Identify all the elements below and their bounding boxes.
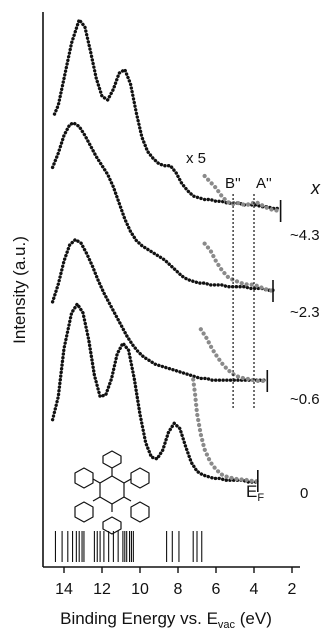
spectrum-curve [50, 302, 260, 484]
peak-label-b: B'' [225, 175, 241, 192]
x-axis-label: Binding Energy vs. Evac (eV) [60, 609, 272, 631]
fermi-label: EF [246, 482, 264, 504]
y-axis-label: Intensity (a.u.) [10, 236, 29, 344]
x-tick-label: 6 [212, 581, 221, 598]
axes [42, 12, 300, 568]
x-tick-label: 10 [131, 581, 149, 598]
spectrum-curve [52, 18, 283, 211]
x-tick-label: 2 [288, 581, 297, 598]
fermi-label-main: E [246, 482, 257, 501]
magnification-label: x 5 [186, 150, 206, 167]
x-tick-label: 14 [55, 581, 73, 598]
magnified-curve [198, 327, 270, 385]
fermi-cutoff-markers [256, 200, 282, 492]
x-axis-label-main: Binding Energy vs. E [60, 609, 218, 628]
magnified-curve [202, 173, 283, 214]
fermi-label-sub: F [257, 492, 264, 504]
x-axis-label-unit: (eV) [235, 609, 272, 628]
magnified-curve [202, 241, 276, 293]
series-label-2: ~2.3 [290, 304, 320, 321]
spectra [50, 18, 283, 484]
x-ticks: 14 12 10 8 6 4 2 [55, 567, 297, 598]
x-tick-label: 12 [93, 581, 111, 598]
x-tick-label: 8 [174, 581, 183, 598]
stick-spectrum [54, 531, 203, 562]
molecule-structure-icon [74, 450, 150, 535]
series-label-1: ~4.3 [290, 227, 320, 244]
peak-label-a: A'' [256, 175, 272, 192]
series-label-3: ~0.6 [290, 391, 320, 408]
series-label-4: 0 [300, 485, 308, 502]
magnified-curve [191, 377, 260, 485]
x-tick-label: 4 [250, 581, 259, 598]
spectrum-curve [50, 237, 269, 382]
magnified-spectra [191, 173, 283, 485]
x-axis-label-sub: vac [218, 619, 236, 631]
peak-guides [232, 194, 255, 410]
x-column-header: x [310, 178, 321, 198]
spectrum-curve [50, 121, 275, 292]
